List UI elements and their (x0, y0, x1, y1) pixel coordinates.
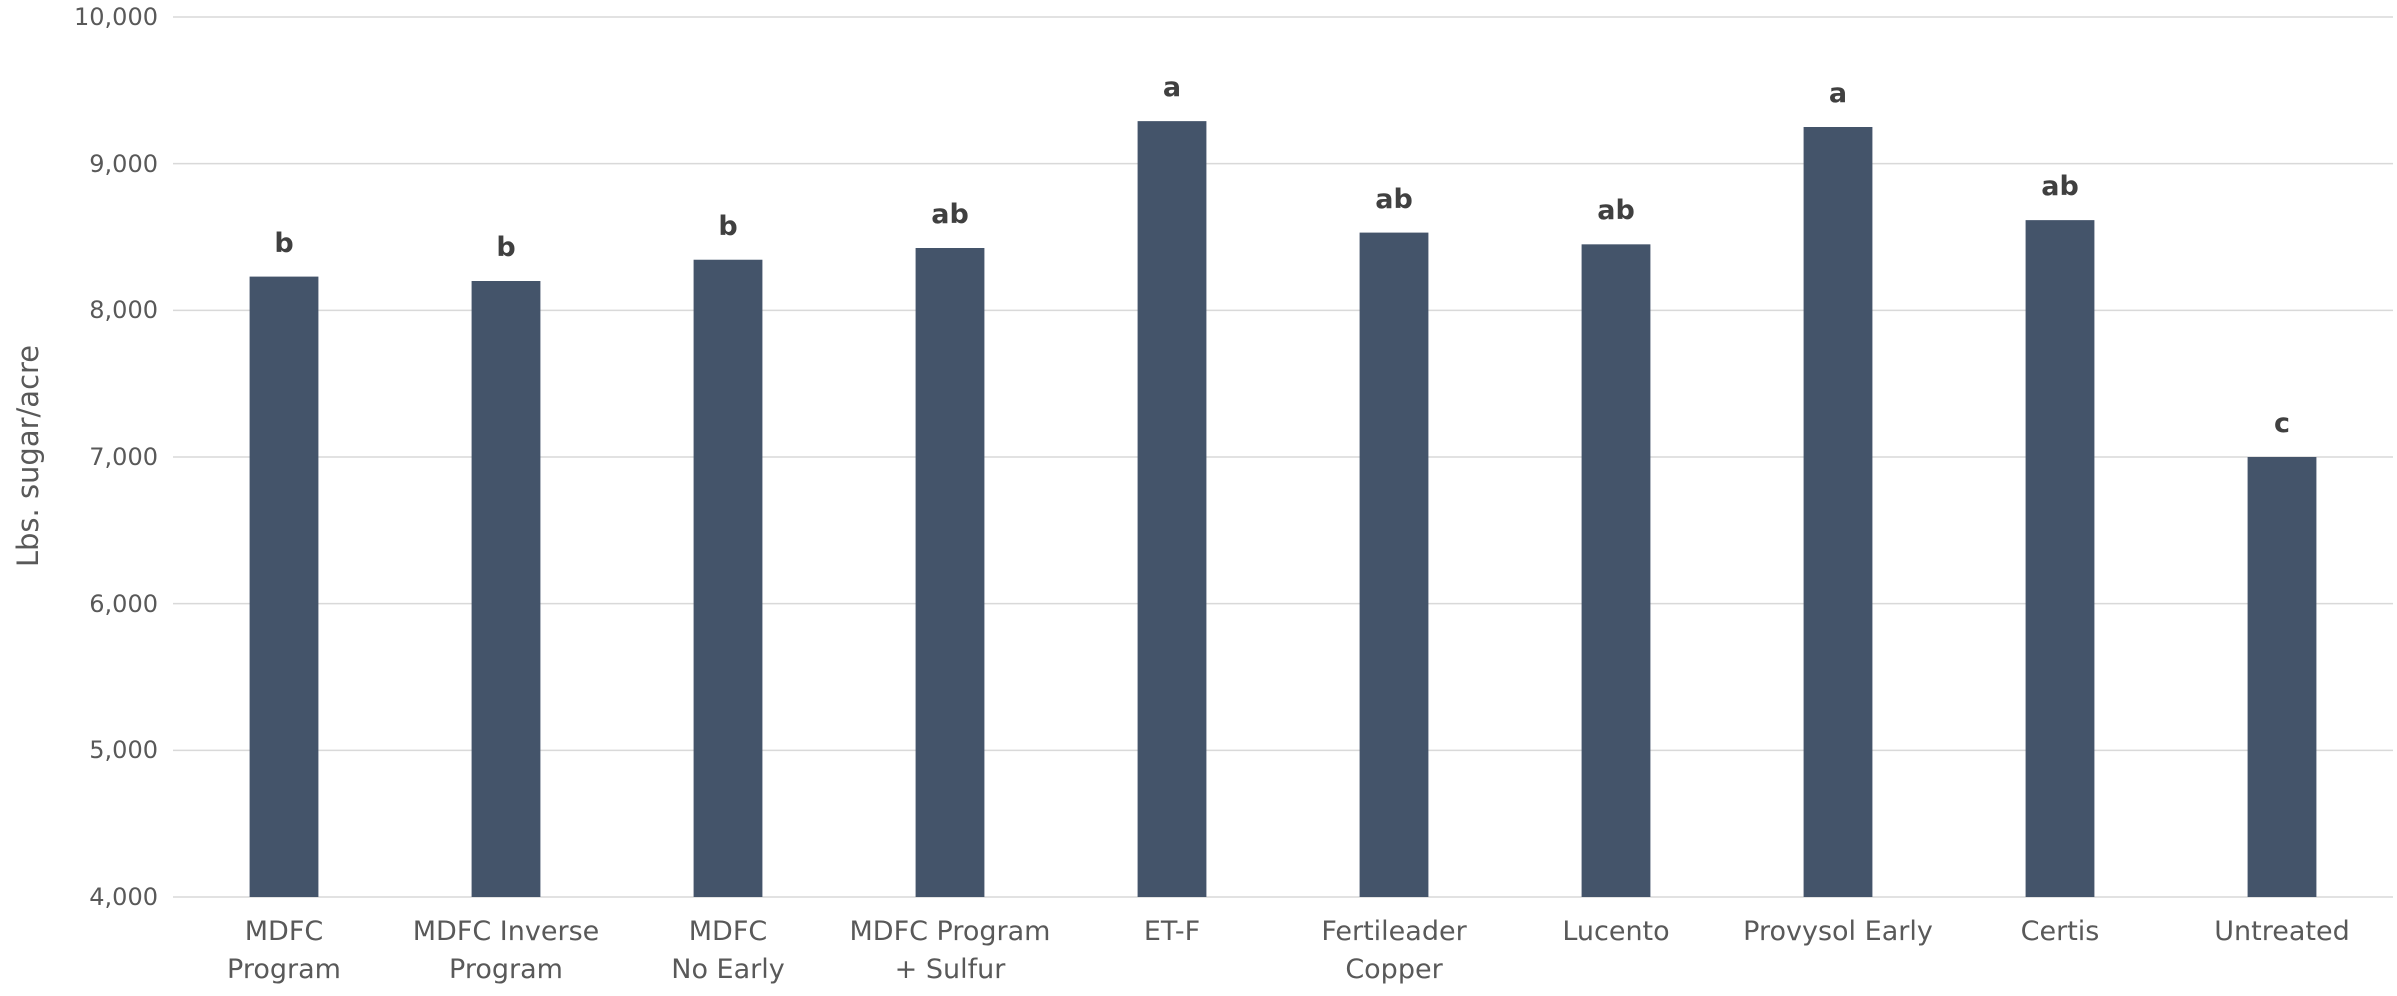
bar (915, 248, 985, 897)
bar (249, 276, 319, 898)
y-tick-label: 10,000 (74, 3, 158, 31)
y-tick-label: 8,000 (89, 296, 158, 325)
bar (471, 281, 541, 897)
x-tick-label: MDFC Program (227, 916, 341, 985)
y-tick-label: 5,000 (89, 736, 158, 765)
x-tick-label: Provysol Early (1743, 916, 1933, 947)
significance-letter: ab (2041, 171, 2079, 203)
x-tick-label: Certis (2020, 916, 2100, 947)
significance-letter: ab (931, 199, 969, 230)
y-tick-label: 4,000 (89, 883, 158, 911)
bar (1803, 127, 1873, 897)
x-tick-label: ET-F (1143, 916, 1201, 947)
significance-letter: ab (1597, 195, 1635, 227)
x-tick-label: MDFC No Early (671, 916, 785, 985)
significance-letter: a (1828, 78, 1848, 109)
significance-letter: a (1162, 72, 1182, 104)
x-tick-label: Fertileader Copper (1321, 916, 1467, 985)
x-tick-label: Untreated (2214, 916, 2350, 947)
y-tick-label: 9,000 (89, 149, 158, 178)
bar (1581, 244, 1651, 898)
significance-letter: ab (1375, 183, 1413, 215)
bar (2025, 220, 2095, 898)
bar (1137, 121, 1207, 898)
bar (2247, 457, 2317, 897)
significance-letter: b (718, 210, 738, 242)
significance-letter: c (2273, 408, 2290, 439)
y-tick-label: 7,000 (89, 443, 158, 471)
bar (693, 259, 763, 897)
y-tick-label: 6,000 (89, 589, 158, 618)
x-tick-label: MDFC Program + Sulfur (849, 916, 1051, 985)
significance-letter: b (496, 232, 516, 263)
bar (1359, 232, 1429, 898)
significance-letter: b (274, 227, 294, 259)
x-tick-label: Lucento (1562, 916, 1670, 947)
x-tick-label: MDFC Inverse Program (412, 916, 600, 985)
